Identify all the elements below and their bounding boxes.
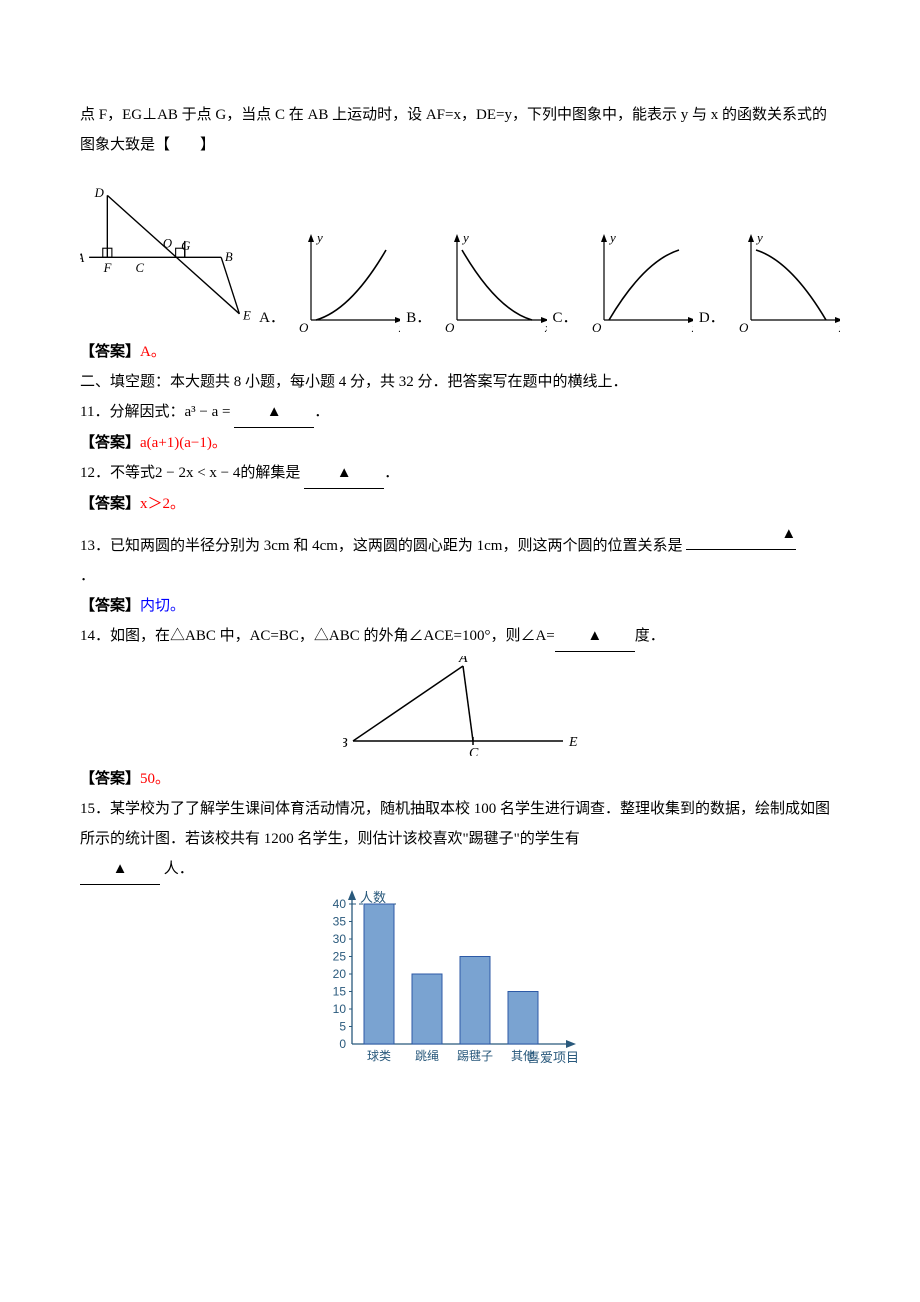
svg-text:20: 20	[333, 967, 347, 981]
q13-post: ．	[80, 561, 840, 591]
q12-pre: 12．不等式	[80, 465, 155, 481]
svg-text:O: O	[592, 320, 602, 333]
svg-text:x: x	[838, 320, 840, 333]
svg-text:O: O	[445, 320, 455, 333]
q13-text: 13．已知两圆的半径分别为 3cm 和 4cm，这两圆的圆心距为 1cm，则这两…	[80, 538, 682, 554]
svg-text:y: y	[461, 230, 469, 245]
svg-text:O: O	[739, 320, 749, 333]
svg-text:O: O	[163, 236, 172, 250]
opt-d-label: D．	[699, 303, 725, 333]
svg-text:35: 35	[333, 915, 347, 929]
q10-answer-value: A。	[140, 344, 166, 360]
svg-text:y: y	[315, 230, 323, 245]
section2-title: 二、填空题：本大题共 8 小题，每小题 4 分，共 32 分．把答案写在题中的横…	[80, 367, 840, 397]
q12-mid: 的解集是	[240, 465, 300, 481]
q13-answer: 【答案】内切。	[80, 591, 840, 621]
svg-text:30: 30	[333, 932, 347, 946]
svg-text:25: 25	[333, 950, 347, 964]
q15-text1: 15．某学校为了了解学生课间体育活动情况，随机抽取本校 100 名学生进行调查．…	[80, 801, 830, 847]
svg-text:球类: 球类	[367, 1049, 391, 1063]
q10-mini-c: y x O	[584, 228, 693, 333]
q13-stem: 13．已知两圆的半径分别为 3cm 和 4cm，这两圆的圆心距为 1cm，则这两…	[80, 519, 840, 561]
q15-blankline: ▲ 人．	[80, 854, 840, 885]
q15-blank: ▲	[80, 854, 160, 885]
svg-text:5: 5	[339, 1020, 346, 1034]
q10-geom: D A F C OG B E	[80, 168, 253, 333]
opt-a-label: A．	[259, 303, 285, 333]
q14-figure-wrap: A B C E	[80, 656, 840, 756]
q10-mini-a: y x O	[291, 228, 400, 333]
q10-answer: 【答案】A。	[80, 337, 840, 367]
q15-chart-wrap: 0510152025303540人数喜爱项目球类跳绳踢毽子其他	[80, 889, 840, 1069]
svg-text:人数: 人数	[360, 890, 386, 905]
q15-stem: 15．某学校为了了解学生课间体育活动情况，随机抽取本校 100 名学生进行调查．…	[80, 794, 840, 854]
q10-stem: 点 F，EG⊥AB 于点 G，当点 C 在 AB 上运动时，设 AF=x，DE=…	[80, 100, 840, 160]
q14-answer: 【答案】50。	[80, 764, 840, 794]
svg-text:跳绳: 跳绳	[415, 1049, 439, 1063]
answer-label: 【答案】	[80, 770, 140, 787]
q14-pre: 14．如图，在△ABC 中，AC=BC，△ABC 的外角∠ACE=100°，则∠…	[80, 628, 555, 644]
svg-text:x: x	[398, 320, 400, 333]
q12-blank: ▲	[304, 458, 384, 489]
q12-stem: 12．不等式2 − 2x < x − 4的解集是 ▲．	[80, 458, 840, 489]
answer-label: 【答案】	[80, 434, 140, 451]
svg-text:B: B	[343, 736, 348, 751]
svg-text:x: x	[544, 320, 546, 333]
q10-figures: DAFCOGBE A． yxO B． yxO C． yxO D． yxO	[80, 168, 840, 333]
svg-text:A: A	[458, 656, 468, 666]
q11-post: ．	[314, 404, 329, 420]
svg-text:D: D	[94, 186, 105, 200]
svg-text:F: F	[103, 261, 112, 275]
svg-text:其他: 其他	[511, 1049, 535, 1063]
answer-label: 【答案】	[80, 343, 140, 360]
q14-blank: ▲	[555, 621, 635, 652]
svg-text:C: C	[136, 261, 145, 275]
svg-text:y: y	[755, 230, 763, 245]
svg-text:B: B	[225, 250, 233, 264]
q11-blank: ▲	[234, 397, 314, 428]
svg-text:10: 10	[333, 1002, 347, 1016]
answer-label: 【答案】	[80, 495, 140, 512]
q14-answer-value: 50。	[140, 771, 170, 787]
svg-text:E: E	[568, 735, 578, 750]
q12-expr: 2 − 2x < x − 4	[155, 465, 240, 481]
q11-answer: 【答案】a(a+1)(a−1)。	[80, 428, 840, 458]
svg-text:G: G	[181, 239, 190, 253]
q11-answer-tail: 。	[212, 435, 227, 451]
q12-answer-value: x＞2。	[140, 496, 185, 512]
q14-triangle: A B C E	[343, 656, 578, 756]
q11-expr: a³ − a =	[184, 404, 230, 420]
q10-mini-d: y x O	[731, 228, 840, 333]
svg-text:踢毽子: 踢毽子	[457, 1049, 493, 1063]
q15-post: 人．	[164, 861, 194, 877]
svg-text:y: y	[608, 230, 616, 245]
q15-bar-chart: 0510152025303540人数喜爱项目球类跳绳踢毽子其他	[310, 889, 610, 1069]
svg-text:15: 15	[333, 985, 347, 999]
svg-text:x: x	[691, 320, 693, 333]
q12-answer: 【答案】x＞2。	[80, 489, 840, 519]
q12-post: ．	[384, 465, 399, 481]
q14-post: 度．	[635, 628, 665, 644]
svg-text:E: E	[242, 308, 251, 322]
q14-stem: 14．如图，在△ABC 中，AC=BC，△ABC 的外角∠ACE=100°，则∠…	[80, 621, 840, 652]
opt-b-label: B．	[406, 303, 431, 333]
q11-answer-value: a(a+1)(a−1)	[140, 435, 212, 451]
q13-answer-value: 内切。	[140, 598, 185, 614]
q13-blank: ▲	[686, 519, 796, 550]
q11-stem: 11．分解因式：a³ − a = ▲．	[80, 397, 840, 428]
q11-pre: 11．分解因式：	[80, 404, 184, 420]
svg-text:O: O	[299, 320, 309, 333]
svg-text:0: 0	[339, 1037, 346, 1051]
svg-text:A: A	[80, 251, 84, 265]
answer-label: 【答案】	[80, 597, 140, 614]
q10-mini-b: y x O	[437, 228, 546, 333]
svg-text:C: C	[469, 746, 479, 756]
svg-text:40: 40	[333, 897, 347, 911]
opt-c-label: C．	[553, 303, 578, 333]
